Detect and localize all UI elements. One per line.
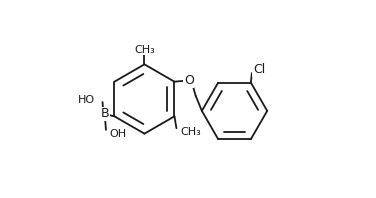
Text: HO: HO	[77, 95, 95, 105]
Text: B: B	[101, 108, 109, 120]
Text: Cl: Cl	[253, 63, 265, 76]
Text: O: O	[184, 74, 194, 87]
Text: CH₃: CH₃	[134, 45, 155, 54]
Text: OH: OH	[109, 129, 126, 139]
Text: CH₃: CH₃	[180, 127, 201, 137]
